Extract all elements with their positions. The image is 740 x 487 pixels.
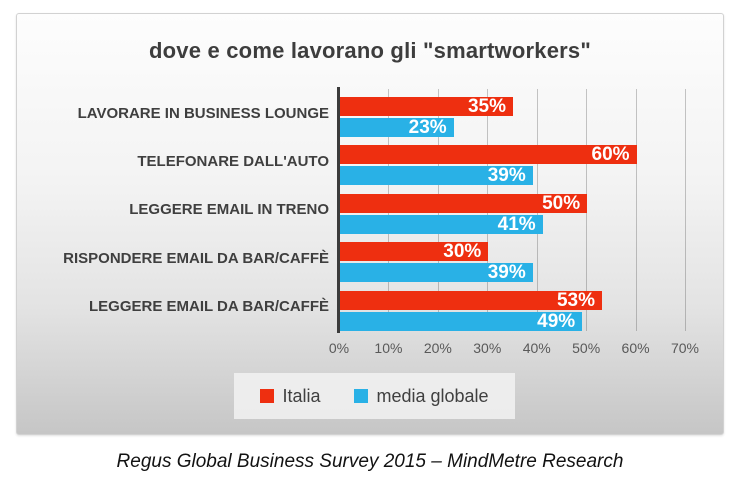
x-axis-tick-label: 70% xyxy=(670,340,700,356)
gridline xyxy=(635,89,637,331)
bar-italia: 60% xyxy=(340,144,637,166)
bar-media-globale: 39% xyxy=(340,165,533,187)
plot-area: 35% 60% 50% 30% 53% 23% 39% 41% 39% 49% xyxy=(337,87,686,333)
bar-italia: 53% xyxy=(340,289,602,311)
chart-panel: dove e come lavorano gli "smartworkers" … xyxy=(16,13,724,435)
value-label: 23% xyxy=(408,117,447,138)
value-label: 39% xyxy=(487,165,526,187)
legend-swatch-media-globale xyxy=(354,389,369,403)
legend-label: Italia xyxy=(282,385,321,406)
category-label: LEGGERE EMAIL DA BAR/CAFFÈ xyxy=(88,298,329,316)
category-label: TELEFONARE DALL'AUTO xyxy=(137,152,329,170)
legend-item-media-globale: media globale xyxy=(354,385,489,407)
bar-media-globale: 39% xyxy=(340,262,533,284)
x-axis-tick-label: 30% xyxy=(473,340,502,356)
value-label: 39% xyxy=(487,262,526,284)
x-axis-tick-label: 0% xyxy=(328,340,350,356)
bar-media-globale: 41% xyxy=(340,213,543,235)
bar-media-globale: 49% xyxy=(340,310,583,332)
legend-label: media globale xyxy=(376,385,489,406)
value-label: 35% xyxy=(467,96,506,117)
x-axis-tick-label: 40% xyxy=(522,340,551,356)
bar-italia: 50% xyxy=(340,192,588,214)
source-caption: Regus Global Business Survey 2015 – Mind… xyxy=(116,451,624,472)
legend-swatch-italia xyxy=(260,389,275,403)
x-axis-tick-label: 50% xyxy=(572,340,601,356)
chart-title: dove e come lavorano gli "smartworkers" xyxy=(149,38,591,63)
bar-media-globale: 23% xyxy=(340,118,454,137)
x-axis-tick-label: 20% xyxy=(423,340,452,356)
legend: Italia media globale xyxy=(234,373,515,419)
category-label: RISPONDERE EMAIL DA BAR/CAFFÈ xyxy=(63,249,329,267)
value-label: 60% xyxy=(591,144,630,166)
value-label: 30% xyxy=(443,241,482,263)
value-label: 49% xyxy=(537,310,576,332)
category-label: LAVORARE IN BUSINESS LOUNGE xyxy=(77,104,329,122)
x-axis-tick-label: 10% xyxy=(374,340,403,356)
x-axis-tick-label: 60% xyxy=(621,340,650,356)
value-label: 53% xyxy=(556,289,595,311)
gridline xyxy=(685,89,686,331)
category-axis: LAVORARE IN BUSINESS LOUNGE TELEFONARE DA… xyxy=(27,89,329,331)
bar-italia: 35% xyxy=(340,97,513,116)
value-label: 41% xyxy=(497,213,536,235)
category-label: LEGGERE EMAIL IN TRENO xyxy=(129,201,329,219)
bar-italia: 30% xyxy=(340,241,489,263)
value-label: 50% xyxy=(542,192,581,214)
y-axis-line xyxy=(337,87,340,333)
legend-item-italia: Italia xyxy=(260,386,320,407)
